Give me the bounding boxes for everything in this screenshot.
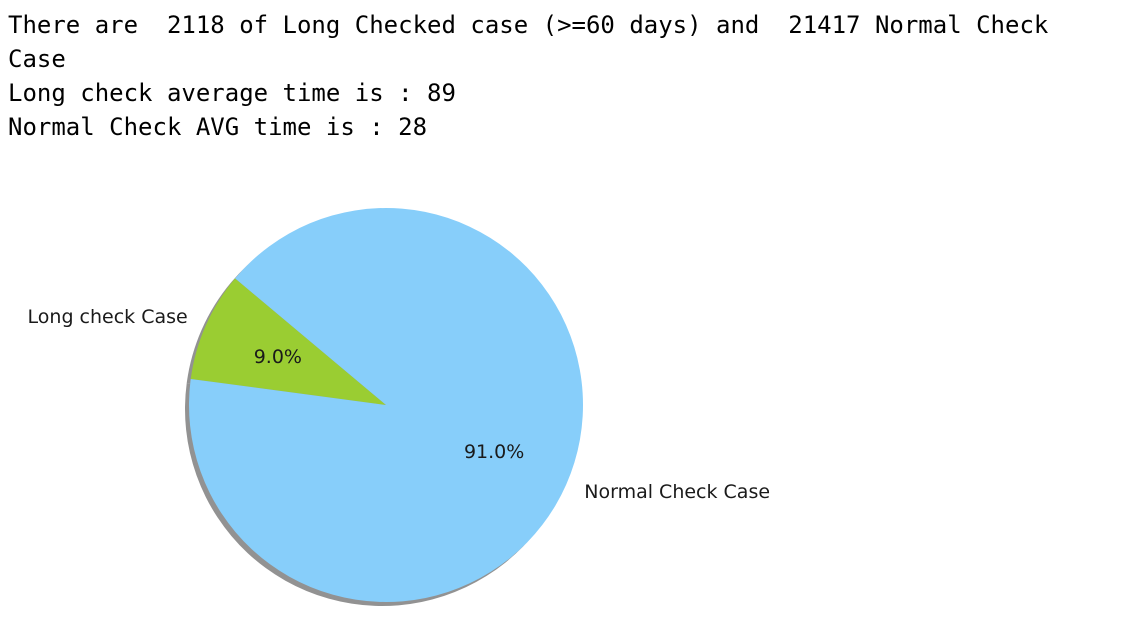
pie-chart-svg: Long check Case 9.0% Normal Check Case 91.0…	[28, 207, 771, 607]
pie-pct-label-long-check-case: 9.0%	[254, 346, 302, 368]
pie-pct-label-normal-check-case: 91.0%	[464, 441, 524, 463]
output-line-long-check-avg: Long check average time is : 89	[8, 79, 456, 107]
pie-slice-normal-check-case	[189, 207, 584, 602]
pie-label-long-check-case: Long check Case	[28, 306, 188, 328]
pie-chart: Long check Case 9.0% Normal Check Case 91.0…	[0, 190, 820, 631]
pie-slices	[189, 207, 584, 602]
cell-output-text: There are 2118 of Long Checked case (>=6…	[8, 8, 1118, 144]
pie-slice-long-check-case	[190, 278, 386, 405]
pie-label-normal-check-case: Normal Check Case	[584, 481, 770, 503]
output-line-normal-check-avg: Normal Check AVG time is : 28	[8, 113, 428, 141]
output-line-case-counts: There are 2118 of Long Checked case (>=6…	[8, 11, 1063, 73]
pie-labels: Long check Case 9.0% Normal Check Case 91.0…	[28, 306, 771, 503]
